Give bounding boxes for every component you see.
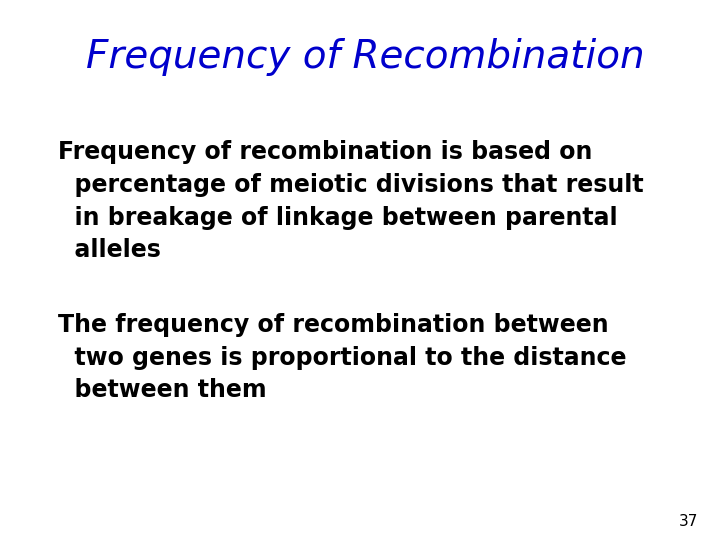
Text: The frequency of recombination between
  two genes is proportional to the distan: The frequency of recombination between t…: [58, 313, 626, 402]
Text: Frequency of Recombination: Frequency of Recombination: [86, 38, 645, 76]
Text: Frequency of recombination is based on
  percentage of meiotic divisions that re: Frequency of recombination is based on p…: [58, 140, 643, 262]
Text: 37: 37: [679, 514, 698, 529]
